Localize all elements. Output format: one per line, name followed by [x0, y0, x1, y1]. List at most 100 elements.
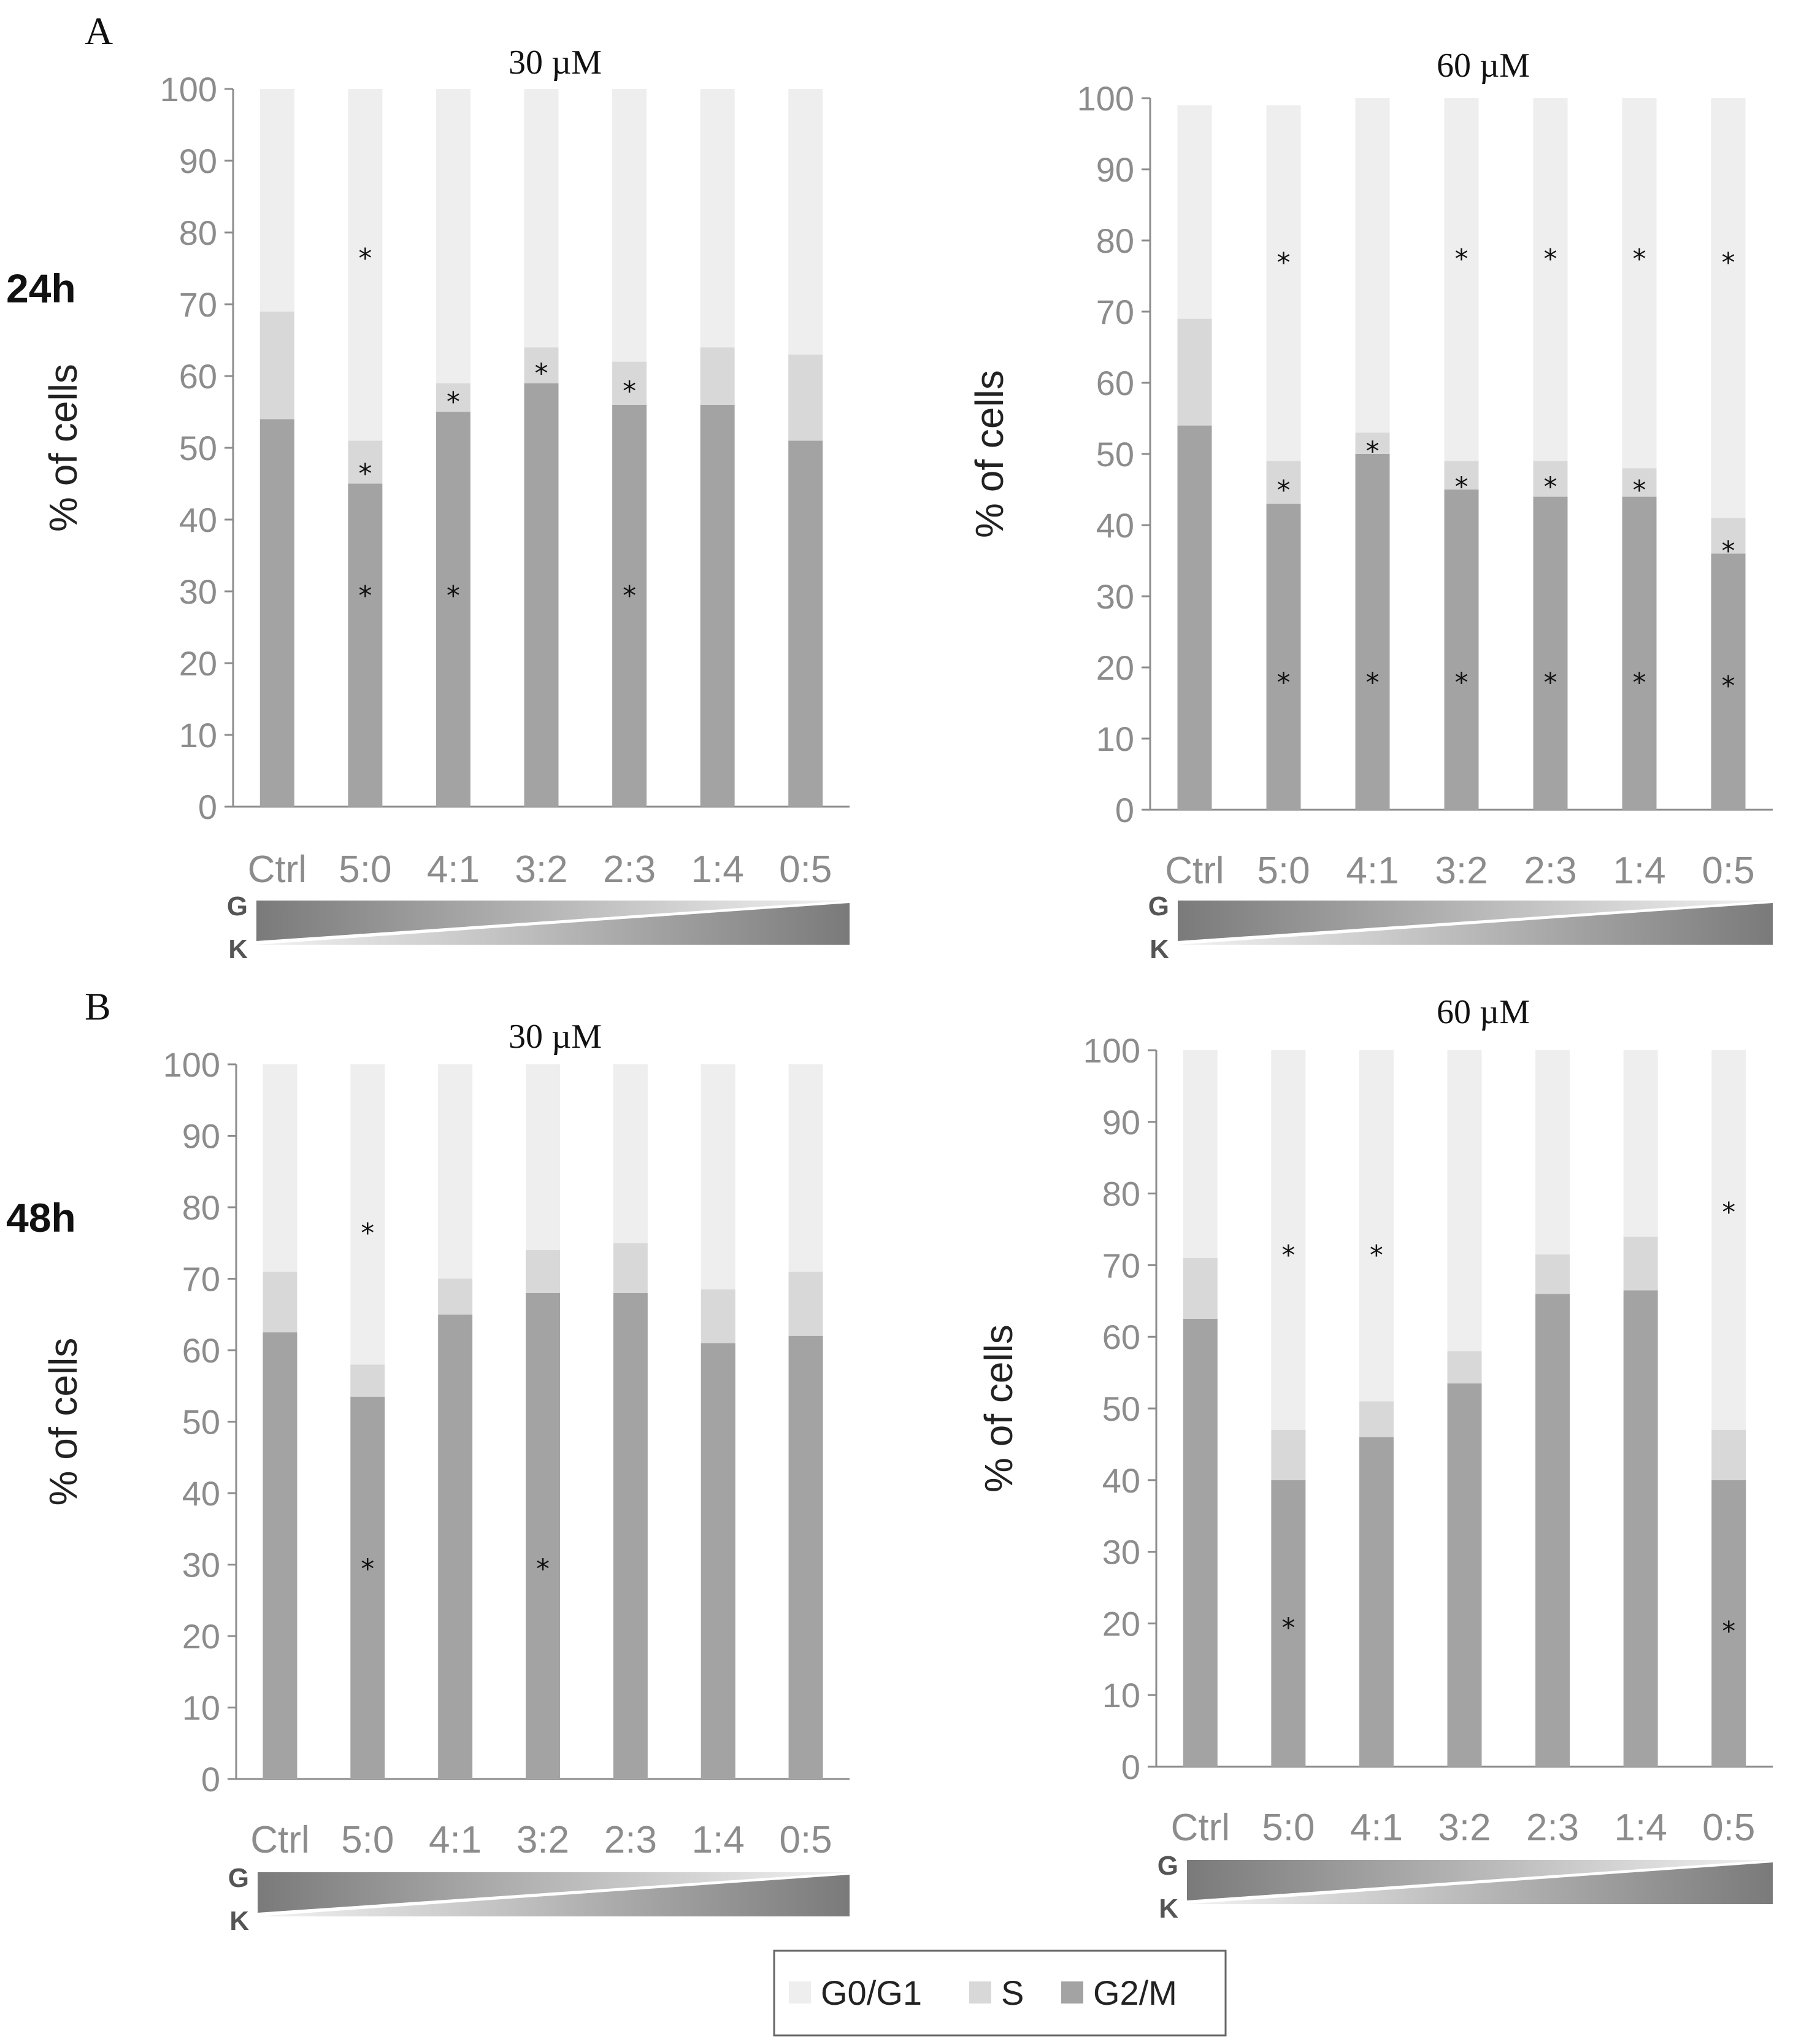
- significance-marker: *: [358, 458, 372, 490]
- y-axis-label: % of cells: [41, 364, 85, 532]
- significance-marker: *: [1722, 1616, 1735, 1647]
- y-tick-label: 20: [182, 1617, 220, 1656]
- bar-segment-g2m: [263, 1332, 298, 1779]
- bar-segment-g0g1: [1711, 1050, 1746, 1431]
- y-tick-label: 0: [1121, 1748, 1140, 1786]
- y-tick-label: 90: [179, 142, 217, 180]
- significance-marker: *: [447, 386, 460, 418]
- x-tick-label: 2:3: [1526, 1807, 1579, 1849]
- significance-marker: *: [361, 1218, 374, 1249]
- chart-title: 60 µM: [1437, 993, 1530, 1031]
- legend-swatch-g0g1: [789, 1981, 811, 2004]
- bar-segment-g0g1: [1444, 98, 1479, 461]
- legend-box: [773, 1950, 1227, 2037]
- bar-segment-s: [701, 1289, 735, 1343]
- significance-marker: *: [623, 376, 636, 407]
- significance-marker: *: [1281, 1612, 1295, 1643]
- bar-segment-g2m: [1359, 1437, 1394, 1767]
- gradient-label-k: K: [229, 1906, 249, 1936]
- x-tick-label: 0:5: [779, 1819, 832, 1861]
- x-tick-label: 0:5: [779, 848, 832, 891]
- bar-segment-g0g1: [613, 1064, 648, 1243]
- bar-segment-g2m: [1447, 1383, 1482, 1767]
- gradient-label-g: G: [228, 1863, 249, 1893]
- bar-segment-g0g1: [1183, 1050, 1218, 1258]
- bar-segment-s: [1359, 1401, 1394, 1437]
- significance-marker: *: [1455, 667, 1469, 698]
- y-tick-label: 50: [182, 1403, 220, 1442]
- y-axis-label: % of cells: [41, 1338, 85, 1506]
- x-tick-label: Ctrl: [248, 848, 307, 891]
- chart-4: 60 µM % of cells 0 10 20 30 40 50 60 70 80 90 100 Ctr…: [977, 993, 1773, 1924]
- significance-marker: *: [358, 243, 372, 274]
- significance-marker: *: [1633, 244, 1646, 275]
- significance-marker: *: [1455, 244, 1469, 275]
- bar-segment-s: [438, 1278, 473, 1315]
- y-tick-label: 0: [201, 1760, 220, 1799]
- y-tick-label: 50: [179, 429, 217, 467]
- chart-title: 60 µM: [1437, 47, 1530, 85]
- y-tick-label: 80: [179, 213, 217, 252]
- x-tick-label: 2:3: [1524, 850, 1576, 892]
- bar-segment-s: [350, 1364, 385, 1397]
- bar-segment-g2m: [436, 412, 470, 807]
- bar-segment-g2m: [1266, 504, 1301, 810]
- y-tick-label: 60: [1096, 364, 1134, 402]
- x-tick-label: 3:2: [1438, 1807, 1491, 1849]
- bar-segment-g2m: [1533, 496, 1568, 810]
- bar-segment-g2m: [259, 419, 294, 807]
- bar-segment-g0g1: [1535, 1050, 1570, 1254]
- y-tick-label: 80: [182, 1188, 220, 1227]
- y-tick-label: 10: [182, 1689, 220, 1727]
- significance-marker: *: [1277, 247, 1291, 279]
- gradient-wedge-g: [1187, 1860, 1773, 1900]
- x-tick-label: 4:1: [1350, 1807, 1403, 1849]
- bar-segment-g2m: [348, 483, 383, 807]
- bar-segment-g2m: [350, 1396, 385, 1779]
- bar-segment-g0g1: [263, 1064, 298, 1272]
- x-tick-label: 1:4: [1614, 1807, 1667, 1849]
- bar-segment-s: [1533, 461, 1568, 497]
- chart-title: 30 µM: [509, 1018, 602, 1056]
- y-tick-label: 100: [163, 1045, 220, 1084]
- gradient-wedge-g: [256, 901, 850, 941]
- bar-segment-g2m: [1271, 1480, 1306, 1767]
- bar-segment-g2m: [526, 1293, 560, 1779]
- bar-segment-s: [1177, 318, 1212, 426]
- bar-segment-s: [788, 354, 823, 441]
- y-tick-label: 70: [179, 285, 217, 324]
- y-tick-label: 0: [198, 788, 217, 826]
- y-tick-label: 0: [1115, 791, 1134, 829]
- significance-marker: *: [1544, 244, 1557, 275]
- gradient-label-k: K: [228, 934, 248, 964]
- bar-segment-s: [524, 347, 559, 383]
- y-axis-label: % of cells: [967, 370, 1012, 538]
- gradient-wedge-k: [1187, 1862, 1773, 1904]
- bar-segment-g0g1: [259, 89, 294, 312]
- bar-segment-g2m: [613, 1293, 648, 1779]
- chart-title: 30 µM: [509, 44, 602, 82]
- bar-segment-s: [612, 361, 647, 405]
- y-tick-label: 100: [1083, 1031, 1140, 1070]
- y-tick-label: 40: [179, 501, 217, 539]
- y-tick-label: 70: [182, 1260, 220, 1299]
- chart-3: 30 µM % of cells 0 10 20 30 40 50 60 70 80 90 100 Ctr…: [41, 1018, 850, 1936]
- gradient-label-g: G: [1158, 1851, 1178, 1881]
- bar-segment-s: [1447, 1351, 1482, 1384]
- x-tick-label: 3:2: [515, 848, 567, 891]
- bar-segment-s: [1623, 1236, 1658, 1291]
- bar-segment-g0g1: [1271, 1050, 1306, 1431]
- legend-swatch-s: [969, 1981, 991, 2004]
- bar-segment-g2m: [1622, 496, 1657, 810]
- y-tick-label: 100: [1077, 79, 1134, 118]
- y-tick-label: 70: [1096, 293, 1134, 331]
- y-tick-label: 40: [182, 1474, 220, 1513]
- y-tick-label: 80: [1102, 1175, 1140, 1213]
- significance-marker: *: [1722, 247, 1735, 279]
- bar-segment-g0g1: [1359, 1050, 1394, 1402]
- legend: G0/G1 S G2/M: [773, 1950, 1227, 2037]
- y-tick-label: 50: [1102, 1389, 1140, 1428]
- y-tick-label: 90: [1102, 1103, 1140, 1142]
- panel-letter-a: A: [85, 9, 113, 53]
- y-axis-label: % of cells: [977, 1324, 1021, 1493]
